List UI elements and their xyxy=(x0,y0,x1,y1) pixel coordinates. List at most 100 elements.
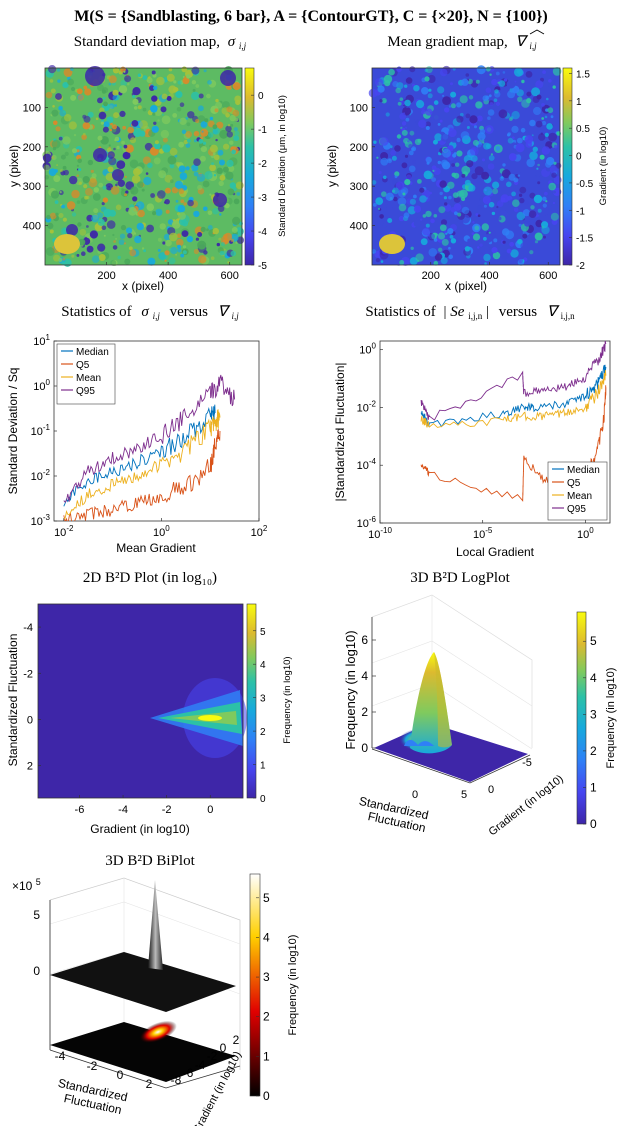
map-pixel-cluster xyxy=(233,135,240,142)
map-pixel-cluster xyxy=(191,91,200,101)
map-pixel-cluster xyxy=(177,244,181,249)
b2dbi-title: 3D B²D BiPlot xyxy=(105,853,195,869)
grad-map-title-sub: i,j xyxy=(529,41,537,51)
map-pixel-cluster xyxy=(227,261,230,264)
map-pixel-cluster xyxy=(187,111,195,119)
map-pixel-cluster xyxy=(208,132,214,138)
map-pixel-cluster xyxy=(195,84,200,88)
map-pixel-cluster xyxy=(206,93,211,99)
map-pixel-cluster xyxy=(401,121,407,126)
ytick-label: 100 xyxy=(359,342,376,357)
map-pixel-cluster xyxy=(440,257,448,265)
map-pixel-cluster xyxy=(83,85,88,90)
map-pixel-cluster xyxy=(515,167,522,173)
map-pixel-cluster xyxy=(373,203,377,207)
stats2-title-a: Statistics of xyxy=(365,304,435,320)
map-pixel-cluster xyxy=(541,120,547,126)
map-pixel-cluster xyxy=(541,146,551,155)
map-pixel-cluster xyxy=(454,211,458,216)
map-pixel-cluster xyxy=(451,137,457,143)
map-pixel-cluster xyxy=(456,137,461,143)
stats1-xlabel: Mean Gradient xyxy=(116,541,196,555)
map-pixel-cluster xyxy=(119,233,126,239)
xtick-label: 102 xyxy=(251,524,268,539)
map-pixel-cluster xyxy=(131,120,139,127)
map-pixel-cluster xyxy=(372,192,377,198)
map-pixel-cluster xyxy=(428,88,432,92)
map-pixel-cluster xyxy=(132,196,138,202)
map-pixel-cluster xyxy=(387,218,393,223)
b2dlog-colorbar xyxy=(576,611,587,825)
map-pixel-cluster xyxy=(85,188,93,196)
map-pixel-cluster xyxy=(186,235,194,243)
map-pixel-cluster xyxy=(403,212,410,219)
map-pixel-cluster xyxy=(448,128,457,138)
ytick-label-base: 10 xyxy=(31,426,43,438)
map-pixel-cluster xyxy=(399,113,407,120)
map-pixel-cluster xyxy=(433,260,439,266)
map-pixel-cluster xyxy=(129,249,137,257)
map-pixel-cluster xyxy=(42,153,52,163)
map-pixel-cluster xyxy=(206,228,209,232)
map-pixel-cluster xyxy=(541,225,550,235)
map-pixel-cluster xyxy=(101,202,105,206)
map-pixel-cluster xyxy=(518,258,523,264)
ytick-label-base: 10 xyxy=(33,381,45,393)
map-pixel-cluster xyxy=(498,80,506,87)
map-pixel-cluster xyxy=(109,128,113,132)
map-pixel-cluster xyxy=(102,126,109,133)
ytick-label: 10-6 xyxy=(357,515,377,530)
map-pixel-cluster xyxy=(61,204,65,209)
map-pixel-cluster xyxy=(450,91,457,98)
map-pixel-cluster xyxy=(517,174,521,177)
map-pixel-cluster xyxy=(70,86,76,92)
map-pixel-cluster xyxy=(236,192,241,196)
map-pixel-cluster xyxy=(447,181,455,189)
map-pixel-cluster xyxy=(173,87,179,93)
map-pixel-cluster xyxy=(537,181,541,185)
map-pixel-cluster xyxy=(58,257,63,262)
map-pixel-cluster xyxy=(474,166,484,176)
map-pixel-cluster xyxy=(204,118,209,123)
colorbar-tick-label: -1 xyxy=(258,125,267,136)
map-pixel-cluster xyxy=(197,232,203,237)
map-pixel-cluster xyxy=(216,167,223,174)
map-pixel-cluster xyxy=(105,172,114,181)
grad-map-title-text: Mean gradient map, xyxy=(387,34,507,50)
map-pixel-cluster xyxy=(419,187,425,193)
map-pixel-cluster xyxy=(143,249,147,253)
map-pixel-cluster xyxy=(98,254,106,261)
map-pixel-cluster xyxy=(97,218,105,226)
map-pixel-cluster xyxy=(212,207,219,215)
map-pixel-cluster xyxy=(526,158,535,168)
map-pixel-cluster xyxy=(396,66,402,73)
map-pixel-cluster xyxy=(405,77,413,84)
map-pixel-cluster xyxy=(511,125,519,133)
map-pixel-cluster xyxy=(115,237,118,240)
map-pixel-cluster xyxy=(219,129,229,139)
map-pixel-cluster xyxy=(193,158,201,166)
map-pixel-cluster xyxy=(153,85,158,91)
map-pixel-cluster xyxy=(91,173,97,179)
map-pixel-cluster xyxy=(233,127,238,132)
map-pixel-cluster xyxy=(108,144,111,147)
map-pixel-cluster xyxy=(421,87,429,95)
map-pixel-cluster xyxy=(455,162,460,167)
std-map-colorbar xyxy=(244,67,255,266)
map-pixel-cluster xyxy=(425,126,430,130)
map-pixel-cluster xyxy=(175,253,178,256)
ytick-label: 400 xyxy=(350,221,368,233)
map-pixel-cluster xyxy=(419,218,423,221)
map-pixel-cluster xyxy=(540,132,543,135)
map-pixel-cluster xyxy=(55,93,62,100)
map-pixel-cluster xyxy=(151,95,158,102)
map-pixel-cluster xyxy=(66,201,76,210)
map-pixel-cluster xyxy=(112,94,119,101)
map-pixel-cluster xyxy=(552,85,556,89)
map-pixel-cluster xyxy=(107,151,115,159)
map-pixel-cluster xyxy=(376,123,386,133)
map-pixel-cluster xyxy=(416,100,425,109)
map-pixel-cluster xyxy=(381,191,387,197)
ytick-label: 101 xyxy=(33,333,50,348)
map-pixel-cluster xyxy=(212,124,218,130)
